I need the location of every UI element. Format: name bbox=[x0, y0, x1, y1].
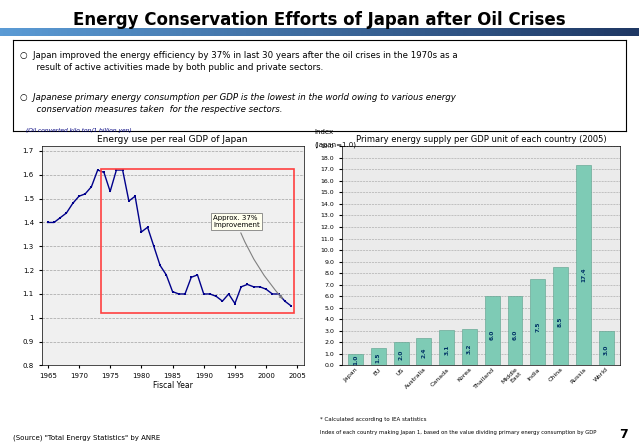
Text: 1.0: 1.0 bbox=[353, 355, 358, 365]
Text: 6.0: 6.0 bbox=[512, 329, 518, 339]
Text: (Japan=1.0): (Japan=1.0) bbox=[314, 142, 356, 148]
Text: 6.0: 6.0 bbox=[489, 329, 495, 339]
Text: 2.4: 2.4 bbox=[421, 348, 426, 358]
Text: 1.5: 1.5 bbox=[376, 353, 381, 363]
Text: * Calculated according to IEA statistics: * Calculated according to IEA statistics bbox=[320, 417, 426, 422]
Text: 7: 7 bbox=[619, 428, 628, 441]
Text: Approx. 37%
Improvement: Approx. 37% Improvement bbox=[213, 215, 282, 298]
Text: (Source) "Total Energy Statistics" by ANRE: (Source) "Total Energy Statistics" by AN… bbox=[13, 434, 160, 441]
Text: 8.5: 8.5 bbox=[558, 316, 563, 326]
Title: Primary energy supply per GDP unit of each country (2005): Primary energy supply per GDP unit of ea… bbox=[355, 135, 606, 144]
Text: 2.0: 2.0 bbox=[399, 350, 404, 360]
Bar bbox=[553, 268, 568, 365]
Bar bbox=[439, 330, 454, 365]
Text: ○  Japan improved the energy efficiency by 37% in last 30 years after the oil cr: ○ Japan improved the energy efficiency b… bbox=[20, 51, 458, 72]
Bar bbox=[394, 342, 408, 365]
Text: (Oil converted kilo ton/1 billion yen): (Oil converted kilo ton/1 billion yen) bbox=[26, 128, 132, 132]
Text: 3.1: 3.1 bbox=[444, 344, 449, 355]
X-axis label: Fiscal Year: Fiscal Year bbox=[153, 381, 192, 389]
Text: Index: Index bbox=[314, 128, 333, 135]
Bar bbox=[507, 296, 523, 365]
Text: 3.2: 3.2 bbox=[467, 344, 472, 354]
Bar bbox=[462, 329, 477, 365]
Text: ○  Japanese primary energy consumption per GDP is the lowest in the world owing : ○ Japanese primary energy consumption pe… bbox=[20, 93, 456, 114]
Text: 17.4: 17.4 bbox=[581, 268, 586, 283]
Bar bbox=[417, 338, 431, 365]
Text: 7.5: 7.5 bbox=[535, 321, 541, 332]
Bar bbox=[599, 331, 613, 365]
Bar bbox=[485, 296, 500, 365]
Bar bbox=[530, 279, 545, 365]
Bar bbox=[371, 348, 386, 365]
Title: Energy use per real GDP of Japan: Energy use per real GDP of Japan bbox=[97, 135, 248, 144]
Text: 3.0: 3.0 bbox=[604, 345, 609, 355]
Text: Energy Conservation Efforts of Japan after Oil Crises: Energy Conservation Efforts of Japan aft… bbox=[73, 11, 566, 29]
Bar bbox=[348, 354, 363, 365]
Text: Index of each country making Japan 1, based on the value dividing primary energy: Index of each country making Japan 1, ba… bbox=[320, 430, 596, 435]
Bar bbox=[576, 165, 591, 365]
Bar bbox=[101, 169, 294, 313]
